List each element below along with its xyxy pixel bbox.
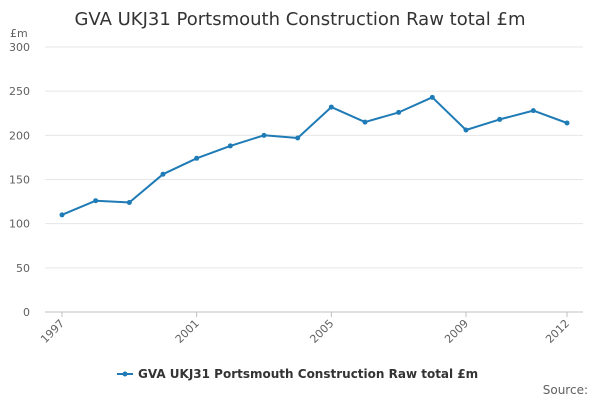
legend-series-label: GVA UKJ31 Portsmouth Construction Raw to…: [138, 367, 478, 381]
source-label: Source:: [543, 383, 588, 397]
data-point[interactable]: [362, 119, 368, 125]
y-tick-label: 200: [9, 129, 30, 142]
legend-series-marker-icon: [122, 371, 128, 377]
x-tick-label: 2012: [543, 317, 572, 346]
series-line: [61, 96, 568, 216]
x-axis: 1997 2001 2005 2009 2012: [38, 312, 572, 346]
y-tick-label: 300: [9, 41, 30, 54]
x-tick-label: 2009: [442, 317, 471, 346]
y-tick-label: 150: [9, 174, 30, 187]
y-axis-unit-label: £m: [10, 27, 28, 40]
data-point[interactable]: [429, 94, 435, 100]
y-axis-tick-labels: 0 50 100 150 200 250 300: [9, 41, 30, 319]
data-point[interactable]: [93, 198, 99, 204]
series-layer: [59, 94, 570, 218]
legend[interactable]: GVA UKJ31 Portsmouth Construction Raw to…: [117, 367, 478, 381]
y-tick-label: 0: [23, 306, 30, 319]
data-point[interactable]: [227, 143, 233, 149]
data-point[interactable]: [463, 127, 469, 133]
x-tick-label: 2005: [307, 317, 336, 346]
y-tick-label: 100: [9, 218, 30, 231]
data-point[interactable]: [396, 109, 402, 115]
y-tick-label: 250: [9, 85, 30, 98]
data-point[interactable]: [497, 116, 503, 122]
chart-title: GVA UKJ31 Portsmouth Construction Raw to…: [74, 9, 525, 30]
data-point[interactable]: [261, 132, 267, 138]
x-tick-label: 2001: [173, 317, 202, 346]
data-point[interactable]: [59, 212, 65, 218]
data-point[interactable]: [328, 104, 334, 110]
data-point[interactable]: [530, 108, 536, 114]
data-point[interactable]: [160, 171, 166, 177]
y-tick-label: 50: [16, 262, 30, 275]
data-point[interactable]: [126, 199, 132, 205]
data-point[interactable]: [194, 155, 200, 161]
x-tick-label: 1997: [38, 317, 67, 346]
data-point[interactable]: [564, 120, 570, 126]
data-point[interactable]: [295, 135, 301, 141]
gridlines: [45, 46, 583, 313]
